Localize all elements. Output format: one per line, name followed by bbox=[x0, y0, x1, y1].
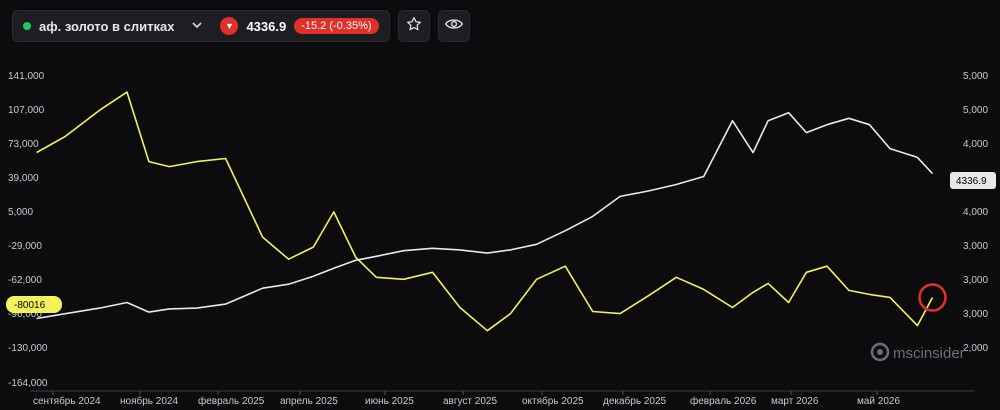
watermark-logo: mscinsider bbox=[870, 342, 965, 362]
x-tick-label: октябрь 2025 bbox=[522, 395, 584, 407]
status-dot bbox=[23, 22, 31, 30]
right-tick-label: 4,000 bbox=[963, 139, 988, 150]
left-tick-label: 73,000 bbox=[8, 139, 39, 150]
favorite-button[interactable] bbox=[397, 10, 430, 42]
x-tick-label: июнь 2025 bbox=[365, 396, 414, 407]
right-last-value-label: 4336.9 bbox=[956, 176, 987, 187]
watch-button[interactable] bbox=[437, 10, 470, 42]
x-tick-label: март 2026 bbox=[771, 396, 819, 407]
right-tick-label: 3,000 bbox=[963, 275, 988, 286]
left-tick-label: 141,000 bbox=[8, 71, 45, 82]
x-tick-label: февраль 2026 bbox=[690, 395, 757, 407]
right-tick-label: 4,000 bbox=[963, 207, 988, 218]
right-tick-label: 3,000 bbox=[963, 309, 988, 320]
instrument-name: аф. золото в слитках bbox=[39, 18, 175, 34]
x-tick-label: декабрь 2025 bbox=[603, 395, 667, 407]
price-change-badge: -15.2 (-0.35%) bbox=[294, 18, 379, 34]
x-axis: сентябрь 2024 ноябрь 2024 февраль 2025 апре… bbox=[33, 391, 900, 407]
right-y-axis: 5,0005,0004,0004,0004,0003,0003,0003,000… bbox=[963, 71, 988, 354]
right-tick-label: 5,000 bbox=[963, 105, 988, 116]
x-tick-label: май 2026 bbox=[857, 396, 900, 407]
right-last-value-tag: 4336.9 bbox=[950, 172, 996, 189]
white-series-line bbox=[36, 111, 934, 320]
right-tick-label: 5,000 bbox=[963, 71, 988, 82]
left-y-axis: 141,000 107,000 73,000 39,000 5,000 -29,000 -6… bbox=[8, 71, 48, 389]
x-tick-label: ноябрь 2024 bbox=[120, 395, 178, 407]
down-arrow-icon: ▼ bbox=[220, 17, 239, 35]
left-tick-label: -164,000 bbox=[8, 378, 48, 389]
chart-toolbar: аф. золото в слитках ▼ 4336.9 -15.2 (-0.… bbox=[12, 9, 470, 43]
last-value-circle-marker bbox=[918, 283, 947, 312]
left-tick-label: -96,000 bbox=[8, 309, 42, 320]
instrument-selector[interactable]: аф. золото в слитках ▼ 4336.9 -15.2 (-0.… bbox=[12, 10, 390, 42]
x-tick-label: сентябрь 2024 bbox=[33, 395, 101, 407]
watermark-text: mscinsider bbox=[893, 345, 965, 362]
right-tick-label: 3,000 bbox=[963, 241, 988, 252]
left-tick-label: 39,000 bbox=[8, 173, 39, 184]
current-price: 4336.9 bbox=[246, 18, 287, 34]
left-tick-label: -62,000 bbox=[8, 275, 42, 286]
eye-icon bbox=[444, 17, 463, 36]
left-tick-label: 107,000 bbox=[8, 105, 45, 116]
star-icon bbox=[406, 16, 422, 37]
chevron-down-icon bbox=[192, 21, 203, 32]
right-tick-label: 2,000 bbox=[963, 343, 988, 354]
left-tick-label: -130,000 bbox=[8, 343, 48, 354]
left-last-value-tag: -80016 bbox=[6, 296, 62, 313]
left-tick-label: 5,000 bbox=[8, 207, 33, 218]
yellow-series-line bbox=[36, 91, 934, 332]
x-tick-label: апрель 2025 bbox=[280, 396, 338, 407]
x-tick-label: февраль 2025 bbox=[198, 395, 265, 407]
x-tick-label: август 2025 bbox=[443, 396, 497, 407]
left-tick-label: -29,000 bbox=[8, 241, 42, 252]
left-last-value-label: -80016 bbox=[14, 300, 46, 311]
